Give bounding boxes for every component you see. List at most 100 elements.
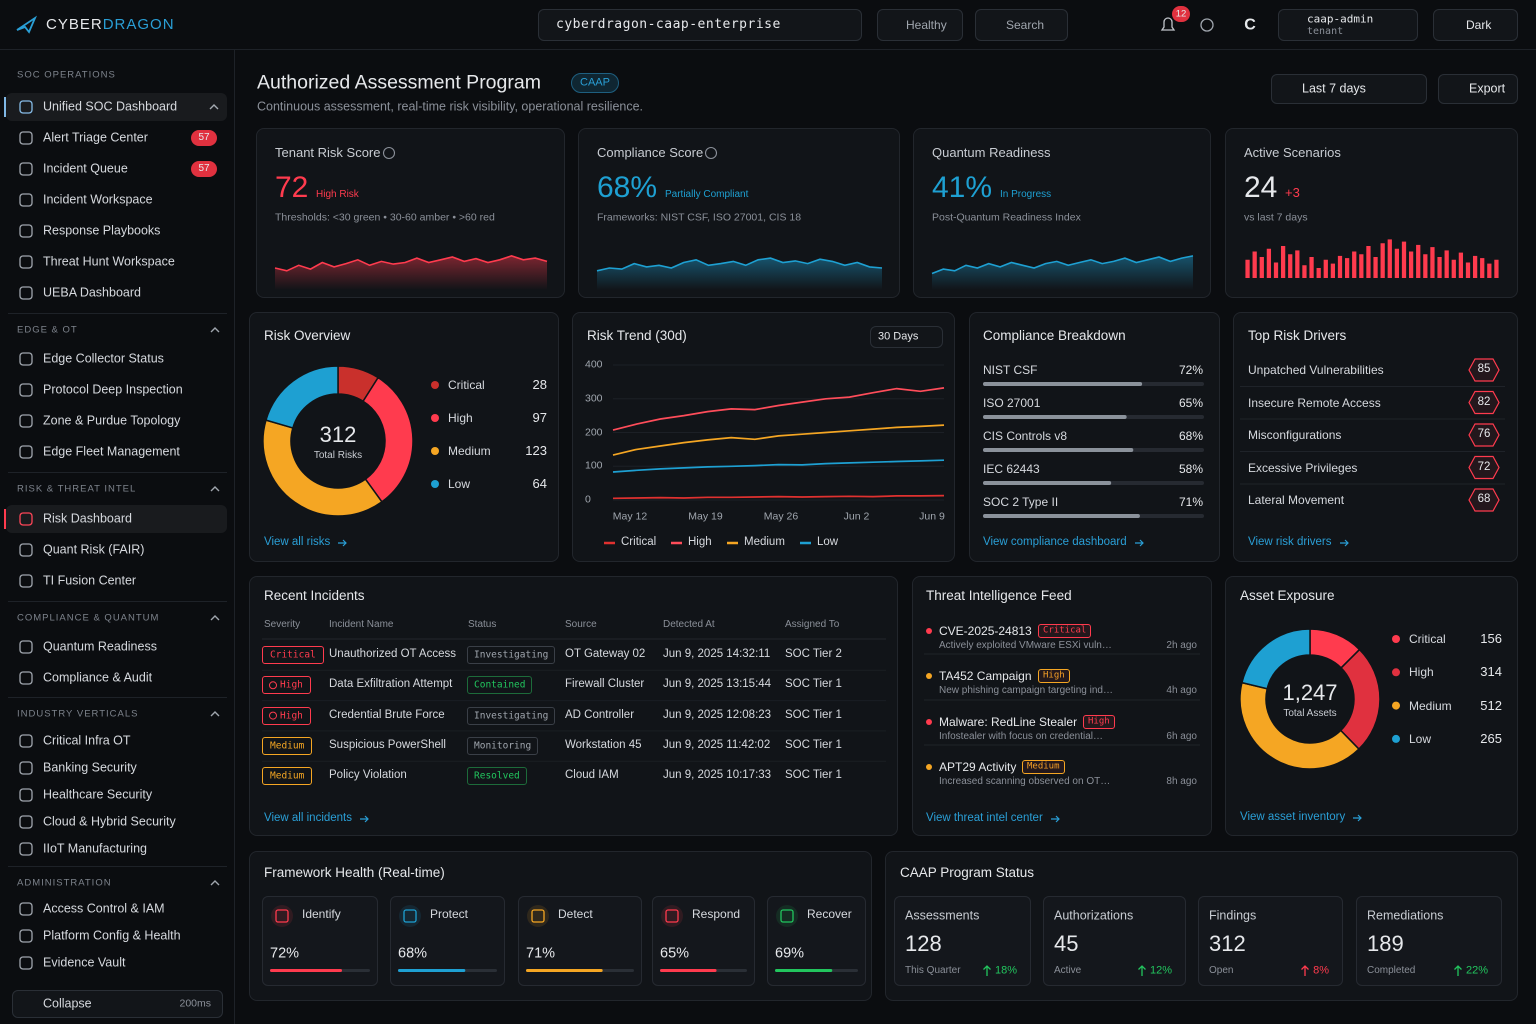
framework-name: NIST CSF [983,362,1038,377]
threat-time: 8h ago [1166,776,1197,787]
incident-source: OT Gateway 02 [565,648,646,661]
page-title: Authorized Assessment Program [257,71,541,94]
icon [275,909,289,923]
driver-score: 85 [1477,363,1491,376]
threat-title: CVE-2025-24813 [939,623,1032,638]
spark-bar [1465,262,1471,278]
status-title: Assessments [905,908,980,923]
status-tag [467,646,555,664]
spark-bar [1330,263,1336,278]
threat-severity: Medium [1027,761,1060,772]
title-tag [571,73,619,93]
nav-label: Quantum Readiness [43,639,157,654]
incident-assigned: SOC Tier 1 [785,708,842,721]
driver-name: Excessive Privileges [1248,460,1358,475]
nav-label: Alert Triage Center [43,130,148,145]
donut-segment [262,419,383,517]
legend-value: 265 [1480,731,1502,747]
legend-dot [1392,734,1400,743]
nav-item-active[interactable] [6,505,227,533]
progress-bar [660,969,717,972]
link[interactable]: View compliance dashboard [983,536,1127,549]
spark-bar [1359,254,1364,278]
severity-tag [1022,760,1065,774]
sub-card [1198,896,1343,986]
column-header: Assigned To [785,619,840,630]
arrow-icon [360,815,369,823]
legend-dot [431,381,439,389]
framework-icon-bg [399,905,421,927]
card-title: Risk Overview [264,327,351,343]
spark-bar [1259,257,1264,278]
y-tick-label: 0 [585,493,591,506]
legend-dot [431,414,439,422]
section-title: COMPLIANCE & QUANTUM [17,612,160,624]
link[interactable]: View threat intel center [926,812,1043,825]
link[interactable]: View all risks [264,536,331,549]
user-menu[interactable] [1278,9,1418,41]
icon [19,352,33,366]
link[interactable]: View asset inventory [1240,811,1346,824]
driver-name: Unpatched Vulnerabilities [1248,362,1384,377]
incident-detected: Jun 9, 2025 12:08:23 [663,708,772,721]
card [572,312,955,562]
card [969,312,1220,562]
legend-label: Critical [1409,631,1446,646]
icon [19,131,33,145]
column-header: Detected At [663,619,715,630]
range-select[interactable] [870,326,943,348]
driver-score: 76 [1477,428,1491,441]
score-badge [1468,455,1500,480]
incident-detected: Jun 9, 2025 11:42:02 [663,738,771,751]
score-badge [1468,488,1500,512]
card-title: Threat Intelligence Feed [926,587,1072,603]
nav-label: IIoT Manufacturing [43,841,147,856]
nav-label: Evidence Vault [43,955,126,970]
icon [19,929,33,943]
icon [19,640,33,654]
search-box[interactable] [975,9,1068,41]
collapse-button[interactable] [12,990,223,1018]
severity-tag [1083,715,1115,729]
notification-badge[interactable] [1172,6,1190,22]
export-button[interactable] [1438,74,1518,104]
health-pill[interactable] [877,9,963,41]
tenant-select[interactable] [538,9,862,41]
theme-select[interactable] [1433,9,1518,41]
framework-percent: 68% [1178,428,1203,443]
range-select[interactable] [1271,74,1427,104]
spark-bar [1401,241,1407,278]
nav-badge [191,161,217,177]
x-tick-label: May 19 [688,510,723,523]
status-change: 12% [1149,964,1172,977]
framework-percent: 72% [1178,362,1203,377]
brand: CYBER DRAGON [46,15,206,35]
progress-bar [983,514,1140,518]
range-label: Last 7 days [1302,81,1366,96]
spark-bar [1430,247,1435,278]
status-label: Resolved [474,770,520,782]
donut-total-label: Total Risks [313,450,363,461]
nav-label: Compliance & Audit [43,670,153,685]
active-indicator [4,509,6,529]
section-title: RISK & THREAT INTEL [17,483,137,495]
nav-item-active[interactable] [6,93,227,121]
link[interactable]: View all incidents [264,812,353,825]
status-label: Contained [474,679,526,691]
x-tick-label: Jun 2 [843,510,870,523]
x-tick-label: Jun 9 [919,510,945,523]
icon [531,909,545,923]
legend-value: 28 [532,377,547,393]
progress-bar [775,969,833,972]
spark-bar [1288,254,1293,278]
nav-badge-count: 57 [198,163,210,174]
icon [19,100,33,114]
link[interactable]: View risk drivers [1248,536,1332,549]
legend-value: 64 [532,476,547,492]
incident-source: Firewall Cluster [565,678,645,691]
progress-bar [983,481,1112,485]
spark-bar [1480,258,1485,278]
info-icon [704,146,718,160]
icon [19,574,33,588]
nav-badge-count: 57 [198,132,210,143]
